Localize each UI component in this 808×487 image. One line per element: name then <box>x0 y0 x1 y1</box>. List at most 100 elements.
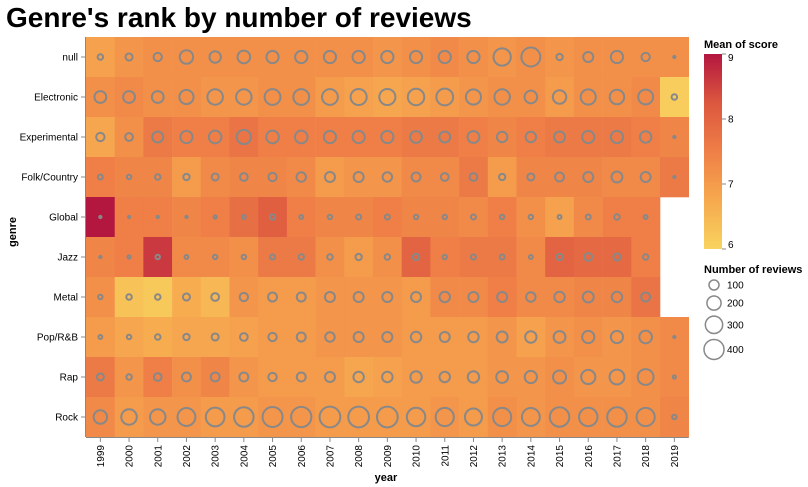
review-bubble <box>326 253 334 261</box>
review-bubble <box>125 333 133 341</box>
heatmap-cell <box>229 197 259 238</box>
review-bubble <box>97 293 104 301</box>
heatmap-cell <box>401 197 431 238</box>
heatmap-cell <box>258 357 288 398</box>
heatmap-cell <box>373 317 402 358</box>
heatmap-cell <box>660 357 689 398</box>
review-bubble <box>671 413 678 421</box>
review-bubble <box>261 406 284 428</box>
review-bubble <box>236 49 252 65</box>
heatmap-cell <box>258 317 288 358</box>
review-bubble <box>265 49 280 65</box>
heatmap-cell <box>114 357 144 398</box>
heatmap-cell <box>172 237 202 278</box>
review-bubble <box>381 331 394 343</box>
heatmap-cell <box>86 157 115 198</box>
heatmap-cell <box>516 157 546 198</box>
heatmap-cell <box>573 157 603 198</box>
y-tick-label: Rock <box>55 413 79 424</box>
heatmap-cell <box>573 77 603 118</box>
review-bubble <box>240 214 247 220</box>
heatmap-cell <box>545 237 575 278</box>
heatmap-cell <box>516 397 546 438</box>
review-bubble <box>438 370 451 384</box>
review-bubble <box>637 88 655 106</box>
review-bubble <box>154 333 162 341</box>
review-bubble <box>96 173 104 181</box>
heatmap-cell <box>143 397 173 438</box>
review-bubble <box>640 291 652 303</box>
review-bubble <box>635 406 656 428</box>
heatmap-cell <box>631 237 661 278</box>
review-bubble <box>378 87 397 107</box>
review-bubble <box>467 330 480 344</box>
heatmap-cell <box>573 37 603 78</box>
review-bubble <box>552 369 568 385</box>
review-bubble <box>176 407 197 427</box>
review-bubble <box>497 172 507 182</box>
y-axis-title: genre <box>7 217 19 247</box>
review-bubble <box>324 331 336 343</box>
x-tick-label: 2002 <box>182 445 193 468</box>
heatmap-cell <box>631 117 661 158</box>
x-tick-label: 2003 <box>211 445 222 468</box>
x-axis-title: year <box>375 472 398 484</box>
heatmap-cell <box>286 277 316 318</box>
review-bubble <box>95 372 105 382</box>
heatmap-cell <box>114 117 144 158</box>
review-bubble <box>295 171 307 183</box>
review-bubble <box>523 369 538 385</box>
heatmap-cell <box>602 357 632 398</box>
heatmap-cell <box>200 277 230 318</box>
review-bubble <box>294 49 309 65</box>
heatmap-cell <box>114 397 144 438</box>
review-bubble <box>210 172 220 182</box>
review-bubble <box>124 52 134 62</box>
review-bubble <box>467 291 480 303</box>
review-bubble <box>293 129 309 145</box>
review-bubble <box>183 254 190 260</box>
x-axis: 1999 2000 2001 2002 2003 2004 2005 2006 2007 2008… <box>86 437 689 468</box>
review-bubble <box>606 406 628 428</box>
review-bubble <box>263 88 282 106</box>
heatmap-cell <box>430 237 460 278</box>
heatmap-cell <box>229 157 259 198</box>
size-legend-label: 400 <box>727 345 744 356</box>
heatmap-cell <box>229 117 259 158</box>
review-bubble <box>610 170 624 184</box>
heatmap-cell <box>344 317 374 358</box>
heatmap-cell <box>344 157 374 198</box>
review-bubble <box>265 129 280 145</box>
heatmap-cell <box>545 77 575 118</box>
heatmap-cell <box>373 197 402 238</box>
review-bubble <box>409 330 423 344</box>
heatmap-cell <box>229 77 259 118</box>
y-tick-label: null <box>62 53 78 64</box>
review-bubble <box>670 93 679 101</box>
heatmap-cell <box>660 77 689 118</box>
size-legend-symbol <box>708 279 720 291</box>
heatmap-cell <box>286 197 316 238</box>
heatmap-cell <box>487 277 517 318</box>
x-tick-label: 2016 <box>584 445 595 468</box>
heatmap-cell <box>86 37 115 78</box>
heatmap-cell <box>516 277 546 318</box>
review-bubble <box>554 171 566 183</box>
heatmap-cell <box>545 357 575 398</box>
review-bubble <box>525 291 537 303</box>
review-bubble <box>125 173 133 181</box>
review-bubble <box>355 213 363 221</box>
heatmap-cell <box>545 157 575 198</box>
review-bubble <box>240 253 248 261</box>
heatmap-cell <box>545 117 575 158</box>
color-legend-bar <box>704 54 722 249</box>
heatmap-cell <box>459 37 489 78</box>
heatmap-cell <box>401 237 431 278</box>
heatmap-cell <box>114 37 144 78</box>
review-bubble <box>609 49 625 65</box>
review-bubble <box>297 253 305 261</box>
heatmap-cell <box>114 77 144 118</box>
review-bubble <box>352 291 365 303</box>
review-bubble <box>498 213 506 221</box>
x-tick-label: 2005 <box>268 445 279 468</box>
